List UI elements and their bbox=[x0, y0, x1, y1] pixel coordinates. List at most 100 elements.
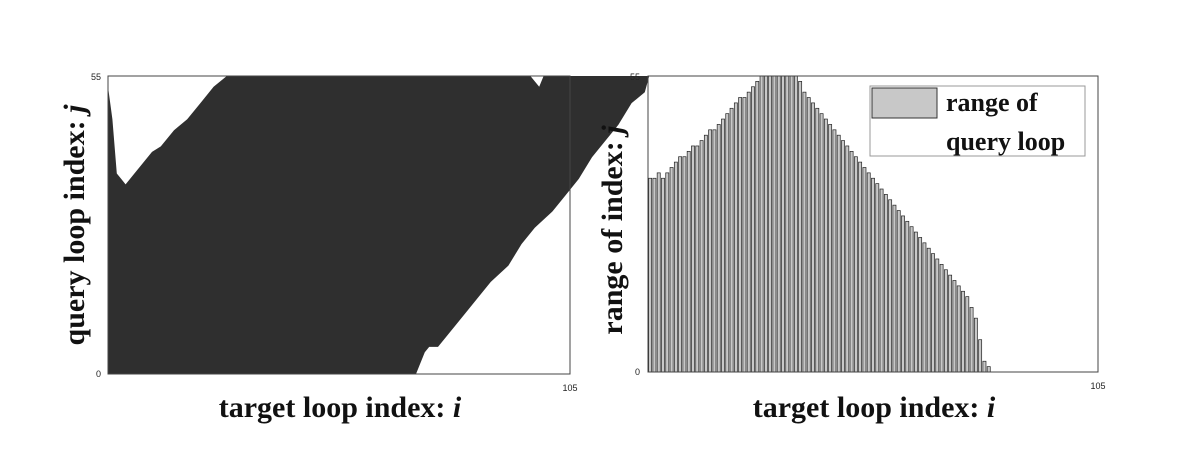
area-band bbox=[108, 76, 650, 374]
left-y-tick-top: 55 bbox=[91, 72, 101, 82]
right-y-axis-title: range of index: j bbox=[596, 125, 629, 335]
bar bbox=[798, 81, 803, 373]
bar bbox=[665, 172, 670, 373]
bar bbox=[922, 242, 927, 373]
bar bbox=[751, 86, 755, 373]
left-x-axis-title: target loop index: i bbox=[219, 391, 462, 424]
bar bbox=[969, 307, 974, 373]
right-chart-panel: 55 0 105 target loop index: i range of i… bbox=[596, 72, 1106, 424]
bar bbox=[738, 97, 743, 373]
bar bbox=[892, 204, 897, 373]
bar bbox=[853, 156, 858, 373]
right-x-axis-title: target loop index: i bbox=[753, 391, 996, 424]
bar bbox=[811, 102, 815, 373]
bar bbox=[832, 129, 837, 373]
right-y-tick-top: 55 bbox=[630, 72, 640, 82]
bar bbox=[875, 183, 880, 373]
right-plot-frame bbox=[647, 75, 1099, 373]
bar bbox=[661, 177, 665, 373]
bar bbox=[678, 156, 683, 373]
left-y-axis-var: j bbox=[58, 104, 91, 117]
bar bbox=[793, 75, 798, 373]
bar bbox=[708, 129, 713, 373]
bar bbox=[755, 81, 760, 373]
legend-swatch bbox=[871, 87, 938, 119]
left-x-axis-var: i bbox=[453, 391, 462, 424]
bar bbox=[776, 75, 781, 373]
bar bbox=[965, 296, 970, 373]
bar bbox=[652, 177, 657, 373]
bar bbox=[725, 113, 730, 373]
bar bbox=[802, 91, 807, 373]
bar bbox=[699, 140, 704, 373]
bar bbox=[823, 118, 828, 373]
bar bbox=[871, 177, 875, 373]
bar bbox=[939, 264, 944, 373]
bar bbox=[789, 75, 794, 373]
bar bbox=[905, 220, 910, 373]
bar bbox=[952, 280, 957, 373]
bar bbox=[836, 134, 841, 373]
bar bbox=[785, 75, 790, 373]
bar bbox=[909, 226, 914, 373]
bar bbox=[716, 124, 721, 373]
bar bbox=[781, 75, 785, 373]
left-y-tick-bottom: 0 bbox=[96, 369, 101, 379]
left-chart-panel: 55 0 105 target loop index: i query loop… bbox=[58, 72, 650, 424]
bar bbox=[982, 360, 987, 373]
bar bbox=[918, 237, 923, 373]
left-x-tick-max: 105 bbox=[562, 383, 577, 393]
bar bbox=[961, 290, 965, 373]
bar bbox=[759, 75, 764, 373]
left-plot-area bbox=[108, 76, 650, 374]
right-y-axis-label: range of index: bbox=[596, 134, 629, 335]
bar bbox=[746, 91, 751, 373]
bar bbox=[712, 129, 717, 373]
right-y-axis-var: j bbox=[596, 125, 629, 138]
bar bbox=[648, 177, 653, 373]
bar bbox=[896, 210, 901, 373]
bar bbox=[673, 161, 678, 373]
bar bbox=[828, 124, 833, 373]
bar bbox=[866, 172, 871, 373]
bar bbox=[956, 285, 961, 373]
bar bbox=[948, 274, 953, 373]
legend-label-line1: range of bbox=[946, 88, 1038, 117]
bar bbox=[935, 258, 940, 373]
bar bbox=[858, 161, 863, 373]
left-plot-frame bbox=[107, 75, 571, 375]
right-x-axis-var: i bbox=[987, 391, 996, 424]
right-x-tick-max: 105 bbox=[1090, 381, 1105, 391]
left-x-axis-label: target loop index: bbox=[219, 391, 453, 424]
bar bbox=[656, 172, 661, 373]
bar bbox=[763, 75, 768, 373]
bar bbox=[691, 145, 695, 373]
bar bbox=[695, 145, 700, 373]
bar bbox=[879, 188, 884, 373]
left-y-axis-label: query loop index: bbox=[58, 113, 91, 346]
bar bbox=[913, 231, 918, 373]
bar bbox=[721, 118, 725, 373]
bar bbox=[841, 140, 845, 373]
bar bbox=[901, 215, 905, 373]
bar bbox=[883, 194, 888, 373]
bar bbox=[986, 366, 991, 373]
right-x-axis-label: target loop index: bbox=[753, 391, 987, 424]
bar bbox=[931, 253, 935, 373]
bar bbox=[742, 97, 747, 373]
left-y-axis-title: query loop index: j bbox=[58, 104, 91, 346]
legend-label-line2: query loop bbox=[946, 127, 1065, 156]
bar bbox=[862, 167, 867, 373]
bar bbox=[669, 167, 674, 373]
bar bbox=[973, 317, 978, 373]
bar bbox=[686, 151, 691, 373]
bar bbox=[815, 107, 820, 373]
legend: range of query loop bbox=[869, 85, 1086, 157]
bar bbox=[943, 269, 948, 373]
bar bbox=[888, 199, 893, 373]
bar bbox=[729, 107, 734, 373]
bar bbox=[682, 156, 687, 373]
bar bbox=[819, 113, 824, 373]
bar bbox=[768, 75, 773, 373]
